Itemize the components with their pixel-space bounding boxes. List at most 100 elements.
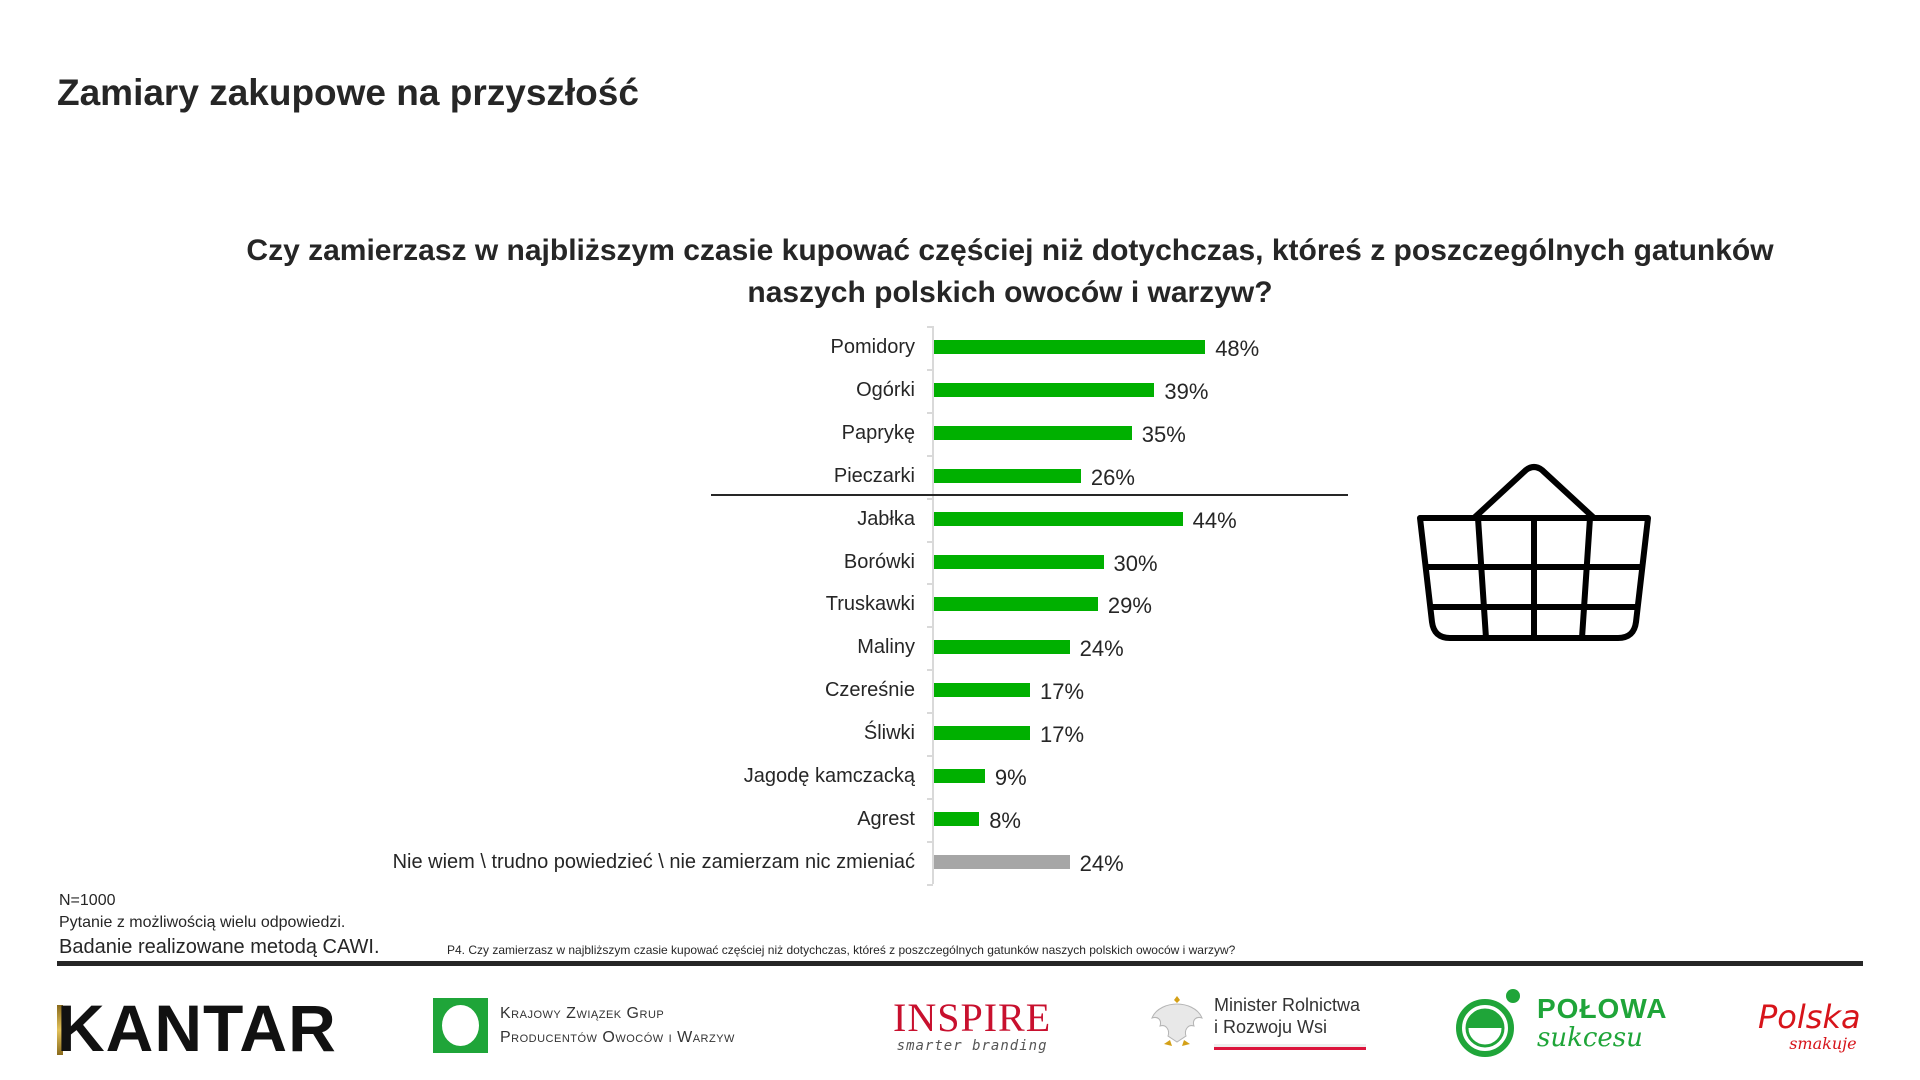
data-bar	[934, 597, 1098, 612]
value-label: 9%	[994, 765, 1027, 790]
axis-tick	[927, 326, 933, 328]
page-title: Zamiary zakupowe na przyszłość	[57, 72, 639, 113]
inspire-logo: INSPIRE smarter branding	[893, 995, 1052, 1055]
axis-tick	[927, 840, 933, 843]
polowa-line-2: sukcesu	[1537, 1023, 1643, 1053]
axis-tick	[927, 540, 933, 543]
axis-tick	[927, 626, 933, 629]
chart-row: Agrest 8%	[0, 798, 1920, 841]
value-label: 17%	[1040, 679, 1085, 705]
value-label: 17%	[1040, 722, 1085, 748]
chart-row: Nie wiem \ trudno powiedzieć \ nie zamie…	[0, 841, 1920, 884]
polish-flag-stripe	[1214, 1044, 1366, 1050]
multiple-answers-note: Pytanie z możliwością wielu odpowiedzi.	[59, 914, 346, 931]
question-reference: P4. Czy zamierzasz w najbliższym czasie …	[447, 943, 1236, 957]
shopping-basket-icon	[1417, 464, 1651, 641]
kantar-gold-bar-icon	[57, 1005, 63, 1055]
data-bar	[934, 382, 1155, 397]
polska-line-1: Polska	[1758, 998, 1861, 1036]
chart-row: Maliny 24%	[0, 626, 1920, 669]
ministry-line-1: Minister Rolnictwa	[1214, 995, 1361, 1015]
data-bar	[934, 425, 1132, 440]
axis-tick	[927, 797, 933, 800]
category-axis-line	[932, 326, 934, 884]
kzgp-line-2: Producentów Owoców i Warzyw	[500, 1028, 735, 1046]
data-bar	[934, 640, 1070, 655]
axis-tick	[927, 497, 933, 500]
chart-row: Ogórki 39%	[0, 369, 1920, 412]
axis-tick	[927, 411, 933, 414]
sample-size-note: N=1000	[59, 892, 116, 909]
value-label: 44%	[1192, 507, 1237, 533]
chart-row: Borówki 30%	[0, 541, 1920, 584]
polowa-sukcesu-logo: POŁOWA sukcesu	[1453, 988, 1667, 1058]
value-label: 24%	[1079, 636, 1124, 662]
chart-title: Czy zamierzasz w najbliższym czasie kupo…	[246, 234, 1774, 309]
category-label: Borówki	[843, 550, 915, 573]
axis-tick	[927, 669, 933, 672]
polowa-line-1: POŁOWA	[1537, 993, 1668, 1024]
data-bar	[934, 726, 1031, 741]
chart-notes: N=1000 Pytanie z możliwością wielu odpow…	[59, 890, 380, 960]
chart-row: Pieczarki 26%	[0, 455, 1920, 498]
chart-row: Czereśnie 17%	[0, 669, 1920, 712]
value-label: 24%	[1079, 850, 1124, 876]
data-bar	[934, 468, 1081, 483]
footer-divider	[57, 961, 1863, 966]
category-label: Śliwki	[863, 722, 915, 745]
polska-line-2: smakuje	[1789, 1034, 1857, 1053]
ministry-logo: Minister Rolnictwa i Rozwoju Wsi	[1148, 990, 1366, 1054]
polowa-ring-icon	[1456, 989, 1520, 1057]
category-label: Paprykę	[841, 421, 915, 444]
value-label: 29%	[1107, 593, 1152, 619]
data-bar	[934, 683, 1031, 698]
chart-row: Jabłka 44%	[0, 498, 1920, 541]
axis-tick	[927, 454, 933, 457]
category-label: Nie wiem \ trudno powiedzieć \ nie zamie…	[392, 850, 915, 873]
ministry-line-2: i Rozwoju Wsi	[1214, 1017, 1328, 1037]
value-label: 39%	[1164, 378, 1209, 404]
value-label: 26%	[1090, 464, 1135, 490]
value-label: 30%	[1113, 550, 1158, 576]
data-bar	[934, 811, 980, 826]
value-label: 35%	[1141, 421, 1186, 447]
value-label: 48%	[1215, 336, 1260, 361]
chart-row: Jagodę kamczacką 9%	[0, 755, 1920, 798]
polish-eagle-icon	[1151, 996, 1203, 1046]
inspire-wordmark: INSPIRE	[893, 995, 1052, 1040]
axis-tick	[927, 368, 933, 371]
axis-tick	[927, 883, 933, 886]
category-label: Jabłka	[857, 507, 915, 530]
method-note: Badanie realizowane metodą CAWI.	[59, 936, 380, 958]
kantar-logo: KANTAR	[57, 995, 337, 1061]
category-label: Truskawki	[825, 593, 915, 616]
chart-row: Truskawki 29%	[0, 583, 1920, 626]
inspire-tagline: smarter branding	[896, 1038, 1048, 1054]
group-divider	[711, 494, 1348, 496]
axis-tick	[927, 583, 933, 586]
chart-row: Paprykę 35%	[0, 412, 1920, 455]
data-bar	[934, 554, 1104, 569]
data-bar	[934, 769, 985, 783]
chart-row: Śliwki 17%	[0, 712, 1920, 755]
chart-row: Pomidory 48%	[0, 326, 1920, 369]
kantar-wordmark: KANTAR	[57, 991, 337, 1065]
category-label: Pomidory	[830, 336, 915, 358]
axis-tick	[927, 755, 933, 757]
kzgp-mark-icon	[433, 998, 488, 1053]
category-label: Pieczarki	[833, 464, 915, 487]
data-bar	[934, 511, 1183, 526]
category-label: Ogórki	[856, 378, 915, 401]
data-bar	[934, 854, 1070, 869]
category-label: Maliny	[857, 636, 915, 659]
axis-tick	[927, 712, 933, 715]
data-bar	[934, 340, 1206, 354]
category-label: Jagodę kamczacką	[743, 765, 915, 787]
polska-smakuje-logo: Polska smakuje	[1758, 1000, 1861, 1053]
category-label: Czereśnie	[824, 679, 915, 702]
kzgp-logo: Krajowy Związek Grup Producentów Owoców …	[433, 998, 735, 1053]
category-label: Agrest	[857, 807, 915, 830]
kzgp-line-1: Krajowy Związek Grup	[500, 1004, 665, 1022]
value-label: 8%	[989, 807, 1021, 833]
